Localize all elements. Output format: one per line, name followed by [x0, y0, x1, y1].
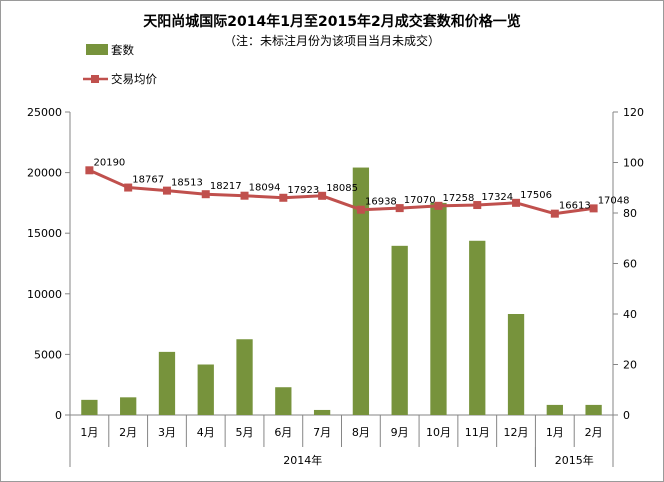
- bar: [120, 397, 137, 415]
- legend-bar-swatch: [86, 44, 108, 55]
- bar: [352, 167, 370, 415]
- chart-title: 天阳尚城国际2014年1月至2015年2月成交套数和价格一览: [143, 13, 520, 30]
- bar: [391, 245, 408, 415]
- bar: [430, 202, 447, 415]
- line-data-label: 18767: [132, 175, 164, 186]
- bar: [546, 404, 563, 415]
- line-data-label: 18217: [210, 181, 242, 192]
- line-data-label: 17070: [404, 195, 436, 206]
- line-point: [162, 186, 171, 195]
- y-left-tick-label: 10000: [27, 288, 62, 301]
- line-data-label: 17324: [481, 192, 513, 203]
- x-tick-label: 8月: [352, 426, 370, 439]
- x-tick-label: 5月: [236, 426, 254, 439]
- line-data-label: 18513: [171, 178, 203, 189]
- y-right-tick-label: 120: [623, 106, 644, 119]
- line-data-label: 17258: [443, 193, 475, 204]
- x-tick-label: 9月: [391, 426, 409, 439]
- y-right-tick-label: 20: [623, 359, 637, 372]
- bar: [275, 387, 292, 415]
- y-left-tick-label: 20000: [27, 167, 62, 180]
- bar: [585, 404, 602, 415]
- x-group-label: 2014年: [283, 453, 322, 467]
- x-tick-label: 1月: [546, 426, 564, 439]
- line-point: [124, 183, 133, 192]
- axes: 0 5000 10000 15000 20000 25000 0 20 40 60 80 100 120…: [27, 106, 644, 467]
- line-data-label: 18085: [326, 183, 358, 194]
- bar: [469, 240, 486, 415]
- bar: [507, 314, 525, 415]
- x-tick-label: 3月: [158, 426, 176, 439]
- y-right-tick-label: 100: [623, 157, 644, 170]
- x-tick-label: 7月: [313, 426, 331, 439]
- line-data-label: 16938: [365, 197, 397, 208]
- legend-bar-label: 套数: [111, 43, 134, 57]
- line-point: [201, 190, 210, 199]
- y-left-tick-label: 25000: [27, 106, 62, 119]
- x-group-label: 2015年: [555, 453, 594, 467]
- legend-line-label: 交易均价: [111, 72, 157, 86]
- x-tick-label: 4月: [197, 426, 215, 439]
- y-left-tick-label: 15000: [27, 227, 62, 240]
- line-data-label: 17048: [598, 195, 630, 206]
- line-point: [473, 201, 482, 210]
- bar: [313, 409, 331, 415]
- y-left-tick-label: 5000: [34, 348, 62, 361]
- y-right-tick-label: 0: [623, 409, 630, 422]
- bar: [197, 364, 214, 415]
- line-point: [85, 166, 94, 175]
- legend-line-marker: [91, 75, 99, 83]
- y-right-tick-label: 60: [623, 258, 637, 271]
- line-point: [279, 193, 288, 202]
- x-tick-label: 2月: [585, 426, 603, 439]
- data-labels: 20190 18767 18513 18217 18094 17923 18085 16938…: [93, 157, 629, 211]
- line-point: [550, 209, 559, 218]
- line-point: [395, 204, 404, 213]
- x-tick-label: 1月: [80, 426, 98, 439]
- line-data-label: 16613: [559, 201, 591, 212]
- y-right-tick-label: 40: [623, 308, 637, 321]
- price-line: [88, 168, 594, 216]
- line-point: [356, 205, 365, 214]
- line-point: [434, 201, 443, 210]
- bar: [236, 339, 253, 415]
- x-tick-label: 2月: [119, 426, 137, 439]
- x-tick-label: 11月: [465, 426, 490, 439]
- x-tick-label: 12月: [504, 426, 529, 439]
- bar-series: [81, 167, 602, 415]
- line-point: [240, 191, 249, 200]
- x-tick-label: 6月: [274, 426, 292, 439]
- y-right-tick-label: 80: [623, 207, 637, 220]
- x-tick-label: 10月: [426, 426, 451, 439]
- line-series: [85, 166, 598, 218]
- legend: 套数 交易均价: [83, 43, 157, 86]
- line-data-label: 17923: [287, 185, 319, 196]
- y-left-tick-label: 0: [55, 409, 62, 422]
- bar: [158, 351, 176, 415]
- chart-subtitle: （注：未标注月份为该项目当月未成交）: [224, 33, 440, 48]
- line-data-label: 17506: [520, 190, 552, 201]
- bar: [81, 399, 98, 415]
- line-data-label: 20190: [93, 157, 125, 168]
- line-data-label: 18094: [249, 183, 281, 194]
- line-point: [589, 204, 598, 213]
- line-point: [318, 191, 327, 200]
- line-point: [512, 198, 521, 207]
